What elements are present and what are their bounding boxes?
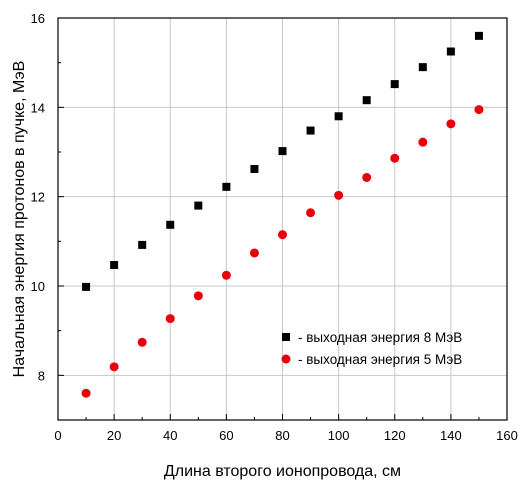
y-tick-label: 14 [31, 100, 45, 115]
y-tick-label: 16 [31, 11, 45, 26]
data-point-series-2 [390, 153, 400, 163]
axis-ticks: 0 20 40 60 80 100 120 140 160 8 10 12 14 16 [31, 11, 518, 443]
data-point-series-2 [446, 119, 456, 129]
data-point-series-1 [362, 96, 371, 105]
data-point-series-1 [446, 47, 455, 56]
data-point-series-2 [221, 270, 231, 280]
legend-marker-series-2 [281, 354, 291, 364]
x-tick-label: 120 [384, 428, 406, 443]
data-point-series-2 [474, 105, 484, 115]
data-point-series-1 [306, 126, 315, 135]
y-tick-label: 12 [31, 190, 45, 205]
legend-label-series-1: - выходная энергия 8 МэВ [298, 330, 462, 345]
x-tick-label: 0 [54, 428, 61, 443]
x-tick-label: 20 [107, 428, 121, 443]
data-point-series-1 [250, 164, 259, 173]
data-point-series-1 [222, 182, 231, 191]
data-point-series-1 [334, 112, 343, 121]
legend: - выходная энергия 8 МэВ - выходная энерг… [281, 330, 462, 367]
data-point-series-1 [82, 282, 91, 291]
x-tick-label: 60 [219, 428, 233, 443]
x-tick-label: 40 [163, 428, 177, 443]
legend-marker-series-1 [282, 333, 290, 341]
data-point-series-2 [334, 190, 344, 200]
y-tick-label: 8 [38, 368, 45, 383]
data-point-series-2 [306, 208, 316, 218]
x-tick-label: 140 [440, 428, 462, 443]
data-point-series-2 [137, 337, 147, 347]
data-point-series-2 [362, 172, 372, 182]
legend-label-series-2: - выходная энергия 5 МэВ [298, 352, 462, 367]
data-point-series-1 [138, 240, 147, 249]
y-tick-label: 10 [31, 279, 45, 294]
x-tick-label: 160 [496, 428, 518, 443]
data-point-series-2 [109, 362, 119, 372]
x-axis-title: Длина второго ионопровода, см [164, 463, 401, 480]
y-axis-title: Начальная энергия протонов в пучке, МэВ [11, 61, 28, 378]
x-tick-label: 80 [275, 428, 289, 443]
data-point-series-1 [418, 63, 427, 72]
data-point-series-1 [390, 80, 399, 89]
plot-frame [57, 17, 508, 421]
data-points [81, 31, 484, 398]
data-point-series-1 [166, 220, 175, 229]
x-tick-label: 100 [328, 428, 350, 443]
data-point-series-2 [193, 291, 203, 301]
data-point-series-2 [165, 314, 175, 324]
data-point-series-1 [110, 261, 119, 270]
data-point-series-1 [474, 31, 483, 40]
data-point-series-2 [249, 248, 259, 258]
data-point-series-2 [278, 230, 287, 240]
data-point-series-1 [278, 147, 287, 156]
data-point-series-1 [194, 201, 203, 210]
data-point-series-2 [418, 137, 428, 147]
data-point-series-2 [81, 388, 91, 398]
